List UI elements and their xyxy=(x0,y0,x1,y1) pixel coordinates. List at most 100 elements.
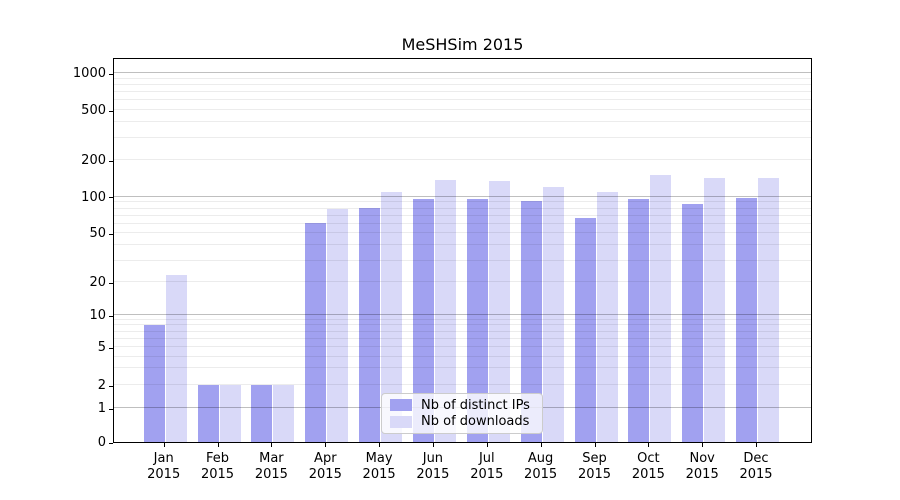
gridline-minor-200 xyxy=(114,159,811,160)
x-tick-mark-nov xyxy=(702,443,704,447)
bar-downloads-nov xyxy=(704,177,726,442)
x-tick-mark-jul xyxy=(486,443,488,447)
y-tick-mark-20 xyxy=(109,282,113,284)
x-tick-mark-apr xyxy=(325,443,327,447)
x-tick-label-dec: Dec 2015 xyxy=(739,451,773,482)
bar-downloads-dec xyxy=(758,177,780,442)
y-tick-mark-200 xyxy=(109,160,113,162)
y-tick-mark-100 xyxy=(109,197,113,199)
bar-downloads-jun xyxy=(434,180,456,442)
bar-downloads-may xyxy=(381,191,403,442)
x-tick-label-nov: Nov 2015 xyxy=(685,451,719,482)
gridline-major-100 xyxy=(114,195,811,197)
gridline-major-10 xyxy=(114,314,811,315)
gridline-minor-60 xyxy=(114,222,811,224)
x-tick-mark-sep xyxy=(594,443,596,447)
legend-swatch-distinct-ips xyxy=(390,399,412,412)
y-tick-mark-50 xyxy=(109,233,113,235)
x-tick-label-jul: Jul 2015 xyxy=(470,451,504,482)
gridline-minor-6 xyxy=(114,337,811,339)
y-tick-label-500: 500 xyxy=(81,103,106,118)
bar-ips-sep xyxy=(574,217,596,442)
gridline-major-1000 xyxy=(114,72,811,73)
x-tick-mark-jun xyxy=(432,443,434,447)
bar-ips-nov xyxy=(682,203,704,442)
gridline-minor-4 xyxy=(114,355,811,357)
legend-entry-downloads: Nb of downloads xyxy=(390,414,534,429)
gridline-minor-5 xyxy=(114,346,811,348)
y-tick-mark-10 xyxy=(109,315,113,317)
gridline-minor-600 xyxy=(114,99,811,101)
bar-ips-jul xyxy=(466,199,488,442)
x-tick-mark-aug xyxy=(540,443,542,447)
plot-area: Nb of distinct IPs Nb of downloads xyxy=(113,58,812,443)
bar-downloads-apr xyxy=(327,208,349,442)
bar-ips-apr xyxy=(305,222,327,442)
x-tick-label-jan: Jan 2015 xyxy=(147,451,181,482)
x-tick-label-oct: Oct 2015 xyxy=(631,451,665,482)
legend-entry-distinct-ips: Nb of distinct IPs xyxy=(390,398,534,413)
bar-ips-may xyxy=(359,207,381,442)
bar-ips-oct xyxy=(628,198,650,442)
x-tick-mark-oct xyxy=(648,443,650,447)
gridline-minor-30 xyxy=(114,259,811,261)
bar-downloads-oct xyxy=(650,175,672,442)
gridline-minor-20 xyxy=(114,281,811,283)
y-tick-mark-5 xyxy=(109,347,113,349)
y-tick-label-50: 50 xyxy=(89,226,106,242)
x-tick-label-sep: Sep 2015 xyxy=(577,451,612,482)
gridline-minor-900 xyxy=(114,77,811,79)
x-tick-mark-jan xyxy=(163,443,165,447)
gridline-minor-40 xyxy=(114,244,811,246)
chart-title: MeSHSim 2015 xyxy=(401,35,524,54)
y-tick-label-1000: 1000 xyxy=(72,66,106,81)
bar-ips-feb xyxy=(197,385,219,442)
gridline-minor-800 xyxy=(114,83,811,85)
y-tick-label-1: 1 xyxy=(97,401,106,416)
gridline-minor-400 xyxy=(114,121,811,123)
y-tick-label-5: 5 xyxy=(97,340,106,356)
legend-swatch-downloads xyxy=(390,415,412,428)
x-tick-label-apr: Apr 2015 xyxy=(308,451,342,482)
bar-ips-mar xyxy=(251,385,273,442)
y-tick-label-100: 100 xyxy=(81,189,106,205)
x-tick-label-jun: Jun 2015 xyxy=(416,451,450,482)
gridline-minor-70 xyxy=(114,214,811,216)
x-tick-mark-may xyxy=(379,443,381,447)
gridline-minor-300 xyxy=(114,136,811,138)
y-tick-mark-2 xyxy=(109,385,113,387)
y-tick-label-2: 2 xyxy=(97,378,106,393)
gridline-minor-3 xyxy=(114,367,811,369)
bar-ips-jan xyxy=(143,325,165,442)
legend-label-distinct-ips: Nb of distinct IPs xyxy=(421,397,530,413)
gridline-minor-7 xyxy=(114,330,811,332)
x-tick-label-feb: Feb 2015 xyxy=(200,451,235,482)
gridline-minor-50 xyxy=(114,232,811,234)
gridline-minor-500 xyxy=(114,109,811,110)
y-tick-mark-0 xyxy=(109,442,113,444)
y-tick-label-10: 10 xyxy=(89,308,106,323)
bar-downloads-sep xyxy=(596,191,618,442)
x-tick-mark-mar xyxy=(271,443,273,447)
y-tick-label-0: 0 xyxy=(97,435,106,450)
bar-downloads-aug xyxy=(542,186,564,442)
bar-ips-aug xyxy=(520,200,542,442)
gridline-minor-700 xyxy=(114,91,811,93)
bar-downloads-jan xyxy=(165,274,187,442)
x-tick-label-aug: Aug 2015 xyxy=(524,451,558,482)
legend-label-downloads: Nb of downloads xyxy=(421,414,530,430)
gridline-minor-8 xyxy=(114,324,811,326)
bar-downloads-jul xyxy=(488,181,510,442)
x-tick-label-may: May 2015 xyxy=(362,451,396,482)
x-tick-label-mar: Mar 2015 xyxy=(254,451,288,482)
y-tick-mark-1000 xyxy=(109,73,113,75)
bar-downloads-feb xyxy=(219,385,241,442)
x-tick-mark-dec xyxy=(756,443,757,447)
gridline-minor-9 xyxy=(114,318,811,320)
bar-ips-dec xyxy=(736,197,758,442)
gridline-minor-90 xyxy=(114,201,811,203)
y-tick-mark-500 xyxy=(109,110,113,112)
y-tick-mark-1 xyxy=(109,408,113,410)
y-tick-label-200: 200 xyxy=(81,153,106,168)
